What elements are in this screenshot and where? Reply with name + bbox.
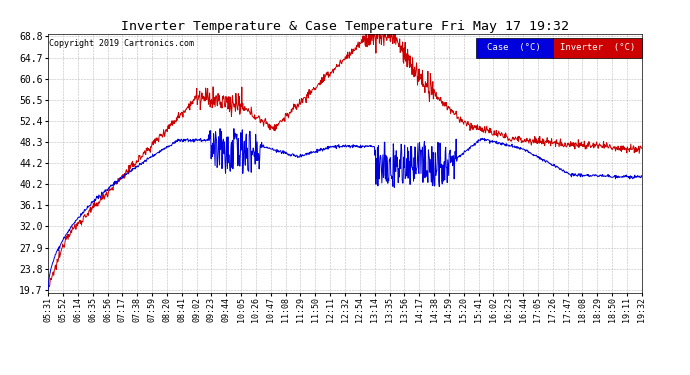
Text: Case  (°C): Case (°C)	[487, 44, 541, 52]
Text: Inverter  (°C): Inverter (°C)	[560, 44, 635, 52]
FancyBboxPatch shape	[553, 38, 642, 58]
Title: Inverter Temperature & Case Temperature Fri May 17 19:32: Inverter Temperature & Case Temperature …	[121, 20, 569, 33]
Text: Copyright 2019 Cartronics.com: Copyright 2019 Cartronics.com	[50, 39, 195, 48]
FancyBboxPatch shape	[475, 38, 553, 58]
